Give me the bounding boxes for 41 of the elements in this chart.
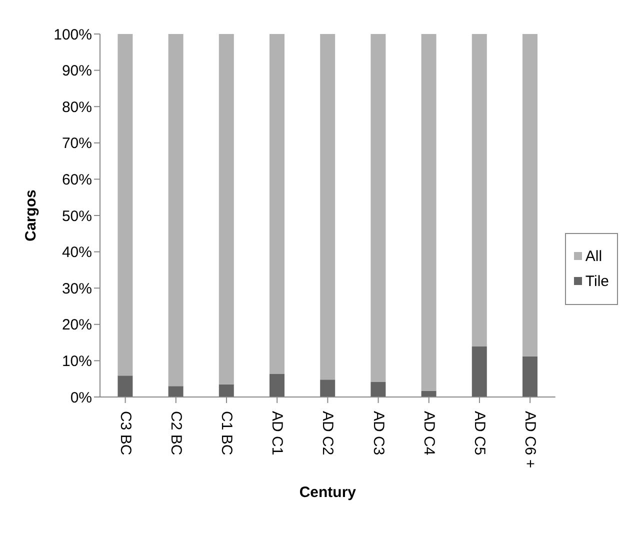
x-tick-label: AD C6 + <box>522 411 539 468</box>
y-tick-label: 60% <box>62 172 92 189</box>
bar <box>118 376 133 397</box>
bar <box>168 34 184 386</box>
x-tick-label: AD C1 <box>268 411 286 456</box>
bar <box>218 384 234 397</box>
legend-label: All <box>585 248 602 264</box>
bar <box>270 34 284 374</box>
y-axis-title: Cargos <box>22 190 40 242</box>
bar <box>472 346 487 397</box>
y-tick-label: 40% <box>62 244 92 262</box>
x-tick-label: AD C4 <box>420 411 438 456</box>
x-tick-label: AD C5 <box>470 411 488 456</box>
x-tick-label: AD C2 <box>319 411 336 456</box>
y-tick-label: 90% <box>62 62 92 80</box>
bar <box>421 34 436 391</box>
x-tick-label: C2 BC <box>167 411 184 456</box>
bar <box>270 374 284 397</box>
y-tick-label: 10% <box>62 353 92 370</box>
y-tick-label: 100% <box>54 26 92 44</box>
y-tick-label: 30% <box>62 280 92 298</box>
y-tick-label: 80% <box>62 98 92 116</box>
y-tick-label: 50% <box>62 208 92 225</box>
legend-label: Tile <box>585 272 609 290</box>
bar <box>370 382 386 397</box>
y-tick-label: 20% <box>62 316 92 334</box>
bar <box>218 34 234 384</box>
y-tick-label: 0% <box>70 389 92 406</box>
bar <box>522 356 538 397</box>
bar <box>522 34 538 356</box>
y-tick-label: 70% <box>62 135 92 152</box>
x-axis-title: Century <box>299 484 357 501</box>
bar <box>472 34 487 347</box>
bar <box>320 34 336 380</box>
bar <box>168 386 184 397</box>
bar <box>118 34 133 376</box>
x-tick-label: C1 BC <box>218 411 235 456</box>
x-tick-label: AD C3 <box>370 411 387 456</box>
x-tick-label: C3 BC <box>116 411 134 456</box>
bar <box>320 380 336 397</box>
bar <box>370 34 386 382</box>
